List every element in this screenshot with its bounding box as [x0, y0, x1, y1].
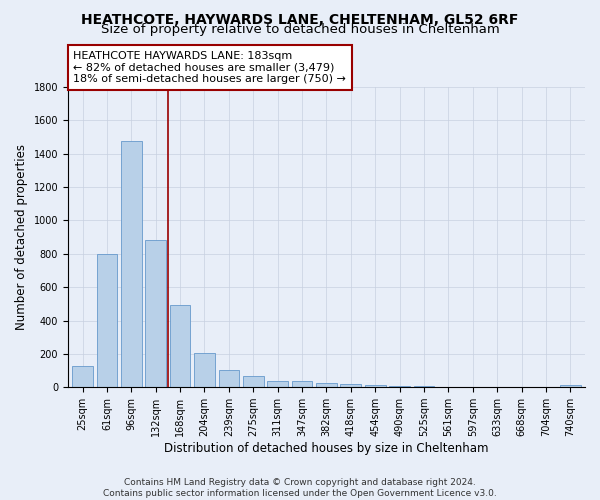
Bar — [316, 383, 337, 387]
Text: HEATHCOTE HAYWARDS LANE: 183sqm
← 82% of detached houses are smaller (3,479)
18%: HEATHCOTE HAYWARDS LANE: 183sqm ← 82% of… — [73, 51, 346, 84]
Bar — [218, 370, 239, 387]
Bar — [72, 366, 93, 387]
Bar — [268, 380, 288, 387]
Bar — [292, 382, 313, 387]
Bar — [365, 384, 386, 387]
Bar — [413, 386, 434, 387]
X-axis label: Distribution of detached houses by size in Cheltenham: Distribution of detached houses by size … — [164, 442, 489, 455]
Text: Contains HM Land Registry data © Crown copyright and database right 2024.
Contai: Contains HM Land Registry data © Crown c… — [103, 478, 497, 498]
Text: Size of property relative to detached houses in Cheltenham: Size of property relative to detached ho… — [101, 22, 499, 36]
Bar — [170, 304, 190, 387]
Bar — [121, 141, 142, 387]
Bar — [389, 386, 410, 387]
Bar — [340, 384, 361, 387]
Bar — [97, 254, 117, 387]
Text: HEATHCOTE, HAYWARDS LANE, CHELTENHAM, GL52 6RF: HEATHCOTE, HAYWARDS LANE, CHELTENHAM, GL… — [82, 12, 518, 26]
Y-axis label: Number of detached properties: Number of detached properties — [15, 144, 28, 330]
Bar — [194, 353, 215, 387]
Bar — [145, 240, 166, 387]
Bar — [243, 376, 263, 387]
Bar — [560, 384, 581, 387]
